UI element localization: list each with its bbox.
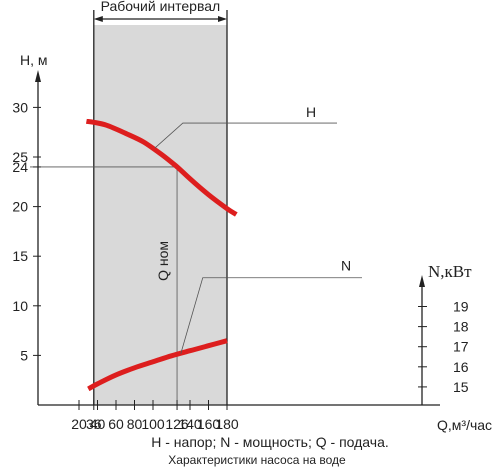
y-axis-right-arrow: [419, 275, 425, 287]
series-head-leader: [154, 122, 337, 149]
y-left-tick-label: 15: [12, 248, 28, 264]
y-left-tick-label: 10: [12, 298, 28, 314]
y-left-tick-label: 24: [12, 159, 28, 175]
y-right-tick-label: 16: [453, 359, 469, 375]
x-tick-label: 60: [108, 416, 124, 432]
y-right-tick-label: 15: [453, 379, 469, 395]
series-power-leader: [180, 277, 362, 354]
working-interval-arrowhead-right: [218, 16, 227, 22]
x-tick-label: 80: [127, 416, 143, 432]
x-tick-label: 160: [197, 416, 221, 432]
working-interval-band: [93, 25, 227, 405]
y-left-tick-label: 20: [12, 199, 28, 215]
y-right-tick-label: 18: [453, 319, 469, 335]
chart-caption: Н - напор; N - мощность; Q - подача.: [151, 434, 389, 450]
x-tick-label: 20: [71, 416, 87, 432]
y-right-tick-label: 17: [453, 339, 469, 355]
y-left-tick-label: 25: [12, 149, 28, 165]
series-head-line: [85, 118, 238, 217]
series-power-label: N: [341, 258, 351, 274]
series-head-label: Н: [306, 104, 316, 120]
chart-subcaption: Характеристики насоса на воде: [168, 453, 346, 467]
y-left-tick-label: 5: [20, 347, 28, 363]
nominal-flow-label: Q ном: [155, 241, 171, 281]
x-tick-label: 126: [165, 416, 189, 432]
y-axis-left-arrow: [35, 70, 41, 82]
y-left-tick-label: 30: [12, 99, 28, 115]
x-tick-label: 40: [90, 416, 106, 432]
y-right-tick-label: 19: [453, 299, 469, 315]
y-left-axis-label: Н, м: [20, 52, 48, 68]
working-interval-arrowhead-left: [93, 16, 103, 22]
series-power-line: [87, 338, 228, 392]
x-axis-label: Q,м³/час: [437, 417, 492, 433]
x-tick-label: 140: [178, 416, 202, 432]
x-tick-label: 180: [215, 416, 239, 432]
working-interval-label: Рабочий интервал: [101, 0, 221, 14]
x-tick-label: 100: [141, 416, 165, 432]
y-right-axis-label: N,кВт: [428, 262, 472, 281]
x-tick-label: 36: [86, 416, 102, 432]
y-right-ticks: 15 16 17 18 19: [418, 299, 469, 395]
